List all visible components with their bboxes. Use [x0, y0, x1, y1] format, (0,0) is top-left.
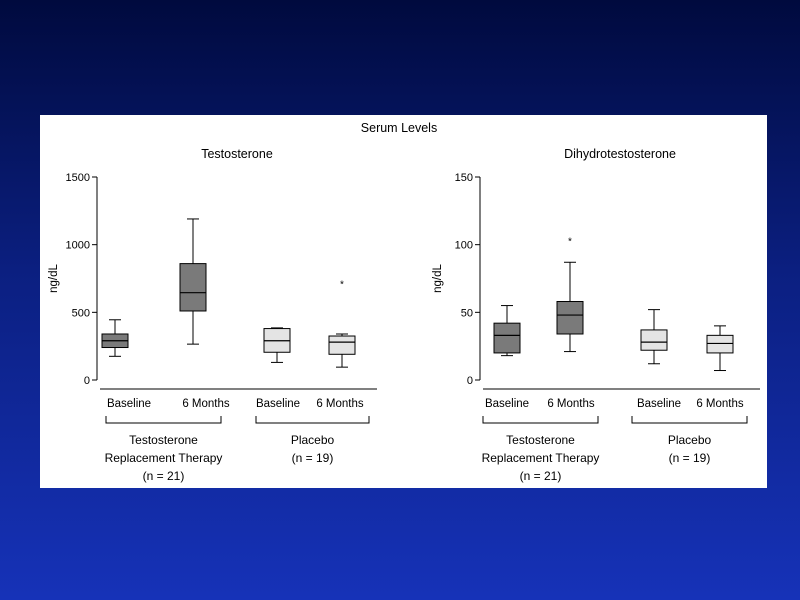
y-tick-label: 1000	[66, 240, 90, 252]
group-bracket	[255, 416, 370, 424]
group-label-line: (n = 21)	[520, 469, 562, 483]
group-label-line: Testosterone	[506, 433, 575, 447]
y-axis-label: ng/dL	[432, 264, 444, 293]
y-tick-label: 100	[455, 240, 473, 252]
outlier-point: *	[568, 236, 572, 247]
box-iqr	[706, 334, 734, 354]
y-tick-label: 0	[467, 375, 473, 387]
box-iqr	[556, 301, 584, 335]
x-category-label: 6 Months	[182, 398, 230, 410]
box-iqr	[328, 335, 356, 355]
group-label-line: (n = 21)	[143, 469, 185, 483]
x-category-label: Baseline	[107, 398, 151, 410]
group-bracket	[631, 416, 748, 424]
group-label-line: (n = 19)	[292, 451, 334, 465]
y-axis-label: ng/dL	[48, 264, 60, 293]
y-tick-label: 0	[84, 375, 90, 387]
x-category-label: 6 Months	[547, 398, 595, 410]
chart-title: Testosterone	[201, 147, 273, 161]
group-bracket	[105, 416, 222, 424]
testosterone-chart: Testosterone 0 500 1000 1500 ng/dL * Baseline 6 …	[48, 147, 377, 483]
dihydrotestosterone-chart: Dihydrotestosterone 0 50 100 150 ng/dL * Baseli…	[432, 147, 760, 483]
box-iqr	[640, 329, 668, 351]
y-tick-label: 50	[461, 307, 473, 319]
outlier-point: *	[340, 280, 344, 291]
group-bracket	[482, 416, 599, 424]
group-label-line: Placebo	[291, 433, 335, 447]
chart-title: Dihydrotestosterone	[564, 147, 676, 161]
group-label-line: Replacement Therapy	[105, 451, 223, 465]
x-category-label: Baseline	[485, 398, 529, 410]
serum-levels-figure: Serum Levels Testosterone050010001500ng/…	[48, 121, 760, 483]
x-category-label: Baseline	[637, 398, 681, 410]
x-category-label: 6 Months	[316, 398, 364, 410]
y-tick-label: 500	[72, 307, 90, 319]
y-tick-label: 150	[455, 172, 473, 184]
figure-title: Serum Levels	[361, 121, 437, 135]
group-label-line: Placebo	[668, 433, 712, 447]
group-label-line: (n = 19)	[669, 451, 711, 465]
group-label-line: Replacement Therapy	[482, 451, 600, 465]
y-tick-label: 1500	[66, 172, 90, 184]
group-label-line: Testosterone	[129, 433, 198, 447]
x-category-label: 6 Months	[696, 398, 744, 410]
x-category-label: Baseline	[256, 398, 300, 410]
figure-panel: Serum Levels Testosterone 0 500 1000 1500 ng/…	[40, 115, 767, 488]
box-iqr	[493, 322, 521, 354]
box-iqr	[179, 263, 207, 312]
